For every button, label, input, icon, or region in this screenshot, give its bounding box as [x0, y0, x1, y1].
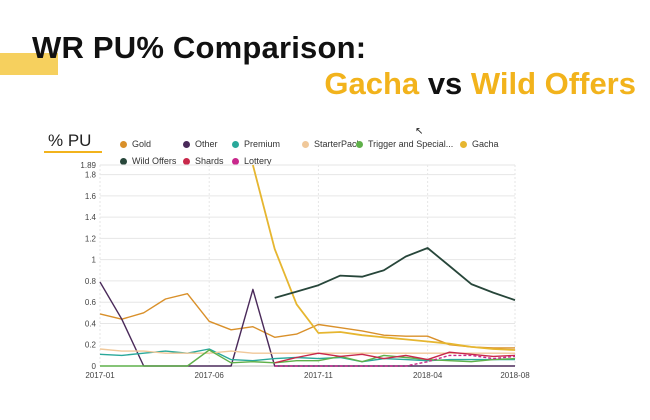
y-tick-label: 0.4	[85, 319, 97, 328]
legend-item-premium[interactable]: Premium	[232, 139, 280, 149]
legend-label: Wild Offers	[132, 156, 177, 166]
x-tick-label: 2017-06	[195, 371, 225, 380]
legend-item-trigger-special[interactable]: Trigger and Special...	[356, 139, 453, 149]
y-tick-label: 1.8	[85, 171, 97, 180]
legend-swatch-icon	[460, 140, 467, 148]
y-tick-label: 1	[92, 256, 97, 265]
page-subtitle: Gacha vs Wild Offers	[324, 66, 636, 102]
page-title: WR PU% Comparison:	[32, 30, 367, 65]
legend-swatch-icon	[120, 140, 127, 148]
y-tick-label: 0.8	[85, 277, 97, 286]
series-line-gacha	[252, 164, 516, 351]
chart-series	[99, 164, 516, 367]
series-line-shards	[274, 351, 516, 364]
subtitle-gacha: Gacha	[324, 66, 420, 101]
subtitle-vs: vs	[427, 66, 463, 101]
legend-label: Gacha	[472, 139, 499, 149]
series-line-wild-offers	[274, 247, 516, 301]
legend-label: Other	[195, 139, 218, 149]
series-line-trigger-and-special	[100, 349, 516, 367]
x-tick-label: 2018-04	[413, 371, 443, 380]
legend-swatch-icon	[232, 140, 239, 148]
y-axis-label-underline	[44, 151, 102, 153]
subtitle-wild-offers: Wild Offers	[470, 66, 636, 101]
legend-item-lottery[interactable]: Lottery	[232, 156, 272, 166]
y-tick-label: 1.2	[85, 234, 97, 243]
legend-swatch-icon	[183, 157, 190, 165]
x-tick-label: 2017-11	[304, 371, 333, 380]
chart-grid	[99, 164, 516, 367]
chart-axes: 0 0.2 0.4 0.6 0.8 1 1.2 1.4 1.6 1.81.89 2017-01 201…	[80, 161, 530, 380]
legend-swatch-icon	[232, 157, 239, 165]
x-tick-label: 2018-08	[500, 371, 530, 380]
legend-swatch-icon	[302, 140, 309, 148]
legend-label: Trigger and Special...	[368, 139, 454, 149]
legend-swatch-icon	[120, 157, 127, 165]
legend-swatch-icon	[356, 140, 363, 148]
y-tick-label: 1.4	[85, 213, 97, 222]
y-tick-label: 0	[92, 362, 97, 371]
y-axis-label: % PU	[48, 131, 92, 150]
y-tick-label: 1.89	[80, 161, 96, 170]
series-line-premium	[99, 348, 515, 363]
mouse-cursor-icon: ↖	[415, 126, 424, 137]
title-accent-bar	[0, 53, 58, 75]
legend-label: Lottery	[244, 156, 272, 166]
y-tick-label: 0.2	[85, 341, 97, 350]
legend-item-gold[interactable]: Gold	[120, 139, 151, 149]
legend-label: StarterPack	[314, 139, 362, 149]
legend-item-wild-offers[interactable]: Wild Offers	[120, 156, 176, 166]
y-tick-label: 0.6	[85, 298, 97, 307]
legend-label: Gold	[132, 139, 152, 149]
series-line-lottery	[274, 354, 516, 367]
y-tick-label: 1.6	[85, 192, 97, 201]
legend-item-starterpack[interactable]: StarterPack	[302, 139, 361, 149]
legend-swatch-icon	[183, 140, 190, 148]
x-tick-label: 2017-01	[85, 371, 115, 380]
legend-item-other[interactable]: Other	[183, 139, 218, 149]
legend-item-shards[interactable]: Shards	[183, 156, 224, 166]
legend-label: Shards	[195, 156, 224, 166]
legend-label: Premium	[244, 139, 281, 149]
legend-item-gacha[interactable]: Gacha	[460, 139, 499, 149]
chart-legend: Gold Other Premium StarterPack Trigger a…	[0, 0, 650, 170]
